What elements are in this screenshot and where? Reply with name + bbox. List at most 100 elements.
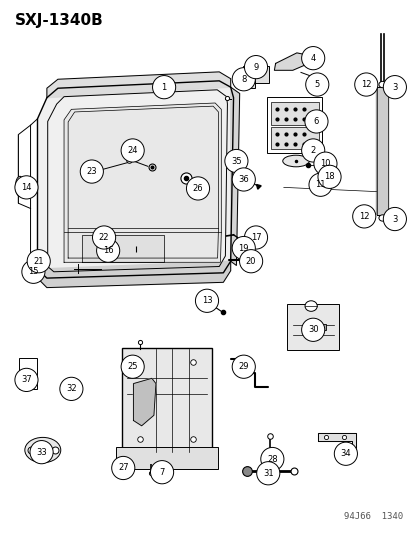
FancyBboxPatch shape bbox=[19, 358, 37, 389]
Text: SXJ-1340B: SXJ-1340B bbox=[15, 13, 104, 28]
Polygon shape bbox=[274, 53, 312, 70]
Ellipse shape bbox=[96, 239, 119, 262]
Text: 2: 2 bbox=[310, 146, 315, 155]
FancyBboxPatch shape bbox=[237, 75, 254, 88]
Text: 14: 14 bbox=[21, 183, 32, 192]
Ellipse shape bbox=[313, 152, 336, 175]
Text: 20: 20 bbox=[245, 257, 256, 266]
Ellipse shape bbox=[382, 76, 406, 99]
Ellipse shape bbox=[239, 249, 262, 273]
Ellipse shape bbox=[317, 165, 340, 189]
Ellipse shape bbox=[121, 139, 144, 162]
Ellipse shape bbox=[112, 456, 135, 480]
Ellipse shape bbox=[378, 215, 385, 221]
Text: 18: 18 bbox=[323, 172, 334, 181]
FancyBboxPatch shape bbox=[271, 127, 318, 149]
Ellipse shape bbox=[305, 73, 328, 96]
Ellipse shape bbox=[121, 355, 144, 378]
Text: 11: 11 bbox=[315, 180, 325, 189]
Ellipse shape bbox=[80, 160, 103, 183]
Ellipse shape bbox=[15, 176, 24, 196]
Ellipse shape bbox=[232, 68, 255, 91]
Ellipse shape bbox=[150, 461, 173, 484]
Ellipse shape bbox=[27, 249, 50, 273]
FancyBboxPatch shape bbox=[122, 348, 212, 454]
Ellipse shape bbox=[304, 110, 327, 133]
Text: 12: 12 bbox=[358, 212, 369, 221]
Text: 4: 4 bbox=[310, 54, 315, 63]
Ellipse shape bbox=[260, 447, 283, 471]
Ellipse shape bbox=[224, 149, 247, 173]
Text: 33: 33 bbox=[36, 448, 47, 457]
Text: 16: 16 bbox=[102, 246, 113, 255]
Polygon shape bbox=[38, 261, 230, 288]
FancyBboxPatch shape bbox=[271, 102, 318, 125]
Ellipse shape bbox=[232, 237, 255, 260]
Text: 31: 31 bbox=[262, 469, 273, 478]
Ellipse shape bbox=[354, 73, 377, 96]
Text: 17: 17 bbox=[250, 233, 261, 242]
FancyBboxPatch shape bbox=[267, 96, 321, 152]
Ellipse shape bbox=[352, 205, 375, 228]
Text: 7: 7 bbox=[159, 467, 164, 477]
Ellipse shape bbox=[256, 462, 279, 485]
Ellipse shape bbox=[304, 301, 316, 311]
Ellipse shape bbox=[282, 155, 309, 167]
Text: 29: 29 bbox=[238, 362, 248, 371]
Text: 21: 21 bbox=[33, 257, 44, 266]
Text: 15: 15 bbox=[28, 267, 38, 276]
Text: 13: 13 bbox=[201, 296, 212, 305]
Ellipse shape bbox=[92, 226, 115, 249]
Ellipse shape bbox=[15, 176, 38, 199]
Text: 10: 10 bbox=[319, 159, 330, 168]
Ellipse shape bbox=[30, 441, 53, 464]
Text: 1: 1 bbox=[161, 83, 166, 92]
Text: 37: 37 bbox=[21, 375, 32, 384]
FancyBboxPatch shape bbox=[287, 304, 338, 350]
Polygon shape bbox=[230, 87, 239, 265]
Text: 94J66  1340: 94J66 1340 bbox=[343, 512, 402, 521]
Polygon shape bbox=[38, 81, 233, 278]
Text: 35: 35 bbox=[230, 157, 241, 166]
Text: 3: 3 bbox=[391, 83, 396, 92]
FancyBboxPatch shape bbox=[242, 66, 268, 84]
Text: 24: 24 bbox=[127, 146, 138, 155]
Text: 34: 34 bbox=[340, 449, 350, 458]
Text: 6: 6 bbox=[313, 117, 318, 126]
Text: 22: 22 bbox=[99, 233, 109, 242]
Text: 9: 9 bbox=[253, 62, 258, 71]
Text: 19: 19 bbox=[238, 244, 248, 253]
Ellipse shape bbox=[308, 173, 331, 196]
Ellipse shape bbox=[301, 46, 324, 70]
Text: 28: 28 bbox=[266, 455, 277, 464]
Ellipse shape bbox=[195, 289, 218, 312]
Ellipse shape bbox=[382, 207, 406, 231]
Ellipse shape bbox=[244, 226, 267, 249]
Ellipse shape bbox=[333, 442, 356, 465]
Polygon shape bbox=[47, 72, 230, 98]
Text: 30: 30 bbox=[307, 325, 318, 334]
Ellipse shape bbox=[378, 82, 385, 88]
Ellipse shape bbox=[15, 368, 38, 392]
Text: 3: 3 bbox=[391, 214, 396, 223]
Ellipse shape bbox=[301, 139, 324, 162]
Text: 8: 8 bbox=[240, 75, 246, 84]
Text: 32: 32 bbox=[66, 384, 76, 393]
Ellipse shape bbox=[186, 177, 209, 200]
Text: 5: 5 bbox=[314, 80, 319, 89]
Text: 27: 27 bbox=[118, 464, 128, 472]
Ellipse shape bbox=[244, 55, 267, 79]
Ellipse shape bbox=[25, 438, 61, 463]
Polygon shape bbox=[82, 235, 164, 262]
Text: 25: 25 bbox=[127, 362, 138, 371]
Ellipse shape bbox=[232, 355, 255, 378]
Ellipse shape bbox=[232, 168, 255, 191]
Polygon shape bbox=[64, 103, 221, 262]
Text: 36: 36 bbox=[238, 175, 249, 184]
Text: 12: 12 bbox=[360, 80, 370, 89]
FancyBboxPatch shape bbox=[116, 447, 218, 469]
Polygon shape bbox=[133, 378, 156, 426]
Polygon shape bbox=[376, 87, 387, 215]
Text: 26: 26 bbox=[192, 184, 203, 193]
Ellipse shape bbox=[152, 76, 175, 99]
